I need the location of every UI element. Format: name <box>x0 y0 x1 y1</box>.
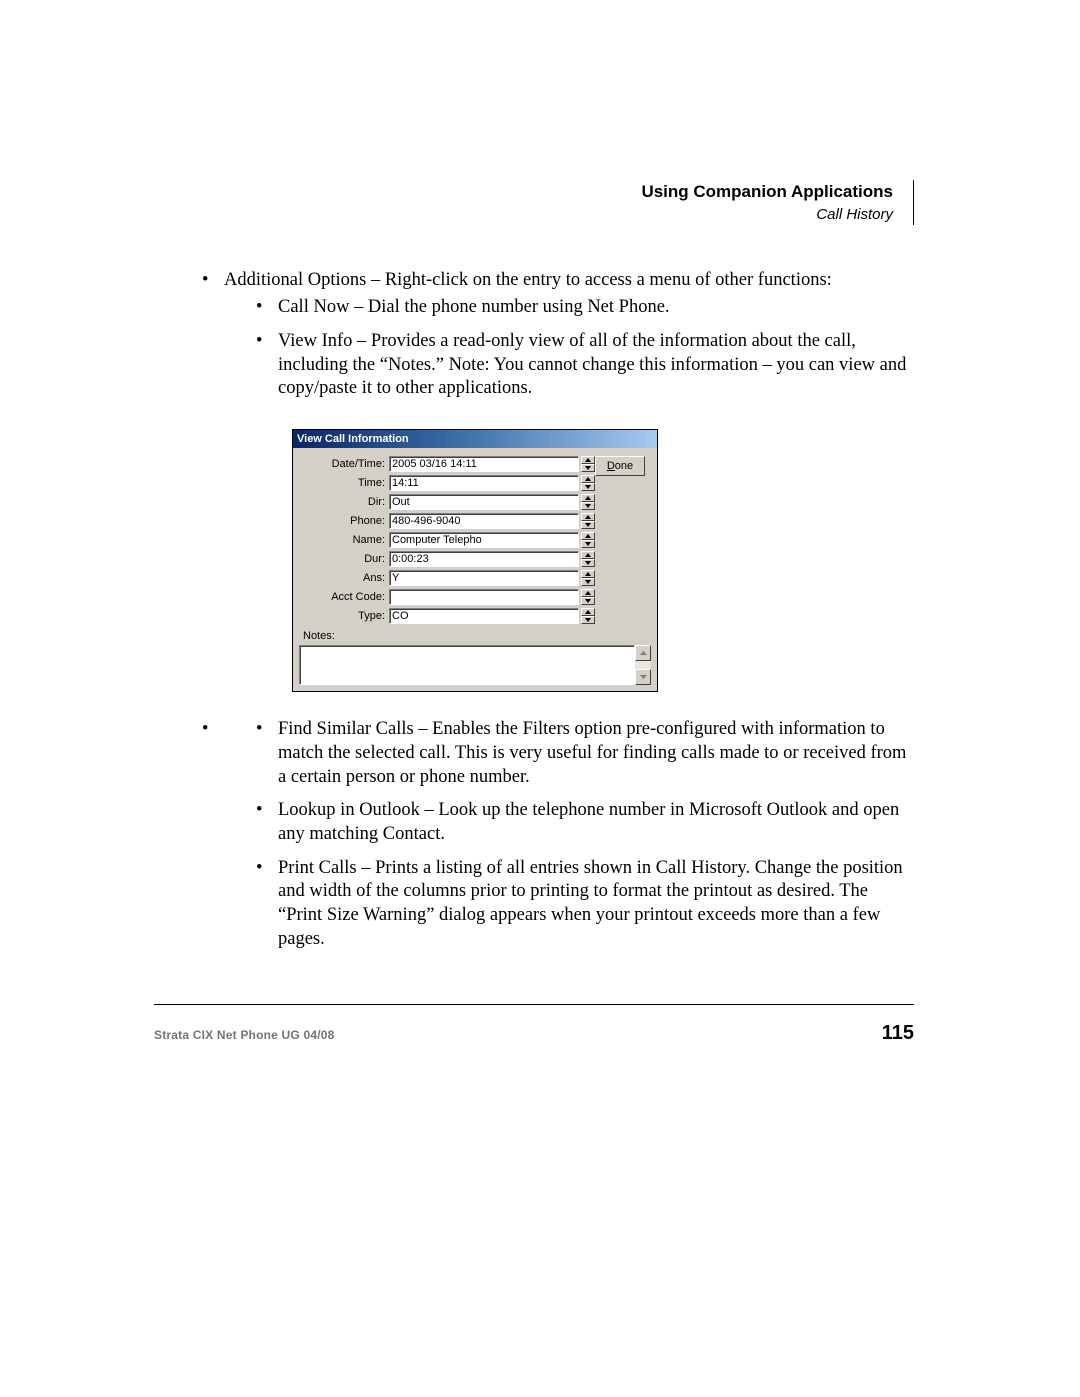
spinner[interactable] <box>581 589 595 605</box>
spinner-up-icon[interactable] <box>581 589 595 597</box>
scroll-down-icon[interactable] <box>635 669 651 685</box>
field-row-dir: Dir: Out <box>299 492 651 511</box>
datetime-field[interactable]: 2005 03/16 14:11 <box>389 456 579 472</box>
phone-field[interactable]: 480-496-9040 <box>389 513 579 529</box>
spinner[interactable] <box>581 456 595 472</box>
page-number: 115 <box>882 1022 914 1045</box>
spinner-up-icon[interactable] <box>581 608 595 616</box>
field-label: Ans: <box>299 571 389 585</box>
dur-field[interactable]: 0:00:23 <box>389 551 579 567</box>
field-row-name: Name: Computer Telepho <box>299 530 651 549</box>
bullet-text: Find Similar Calls – Enables the Filters… <box>278 719 906 786</box>
field-value: 0:00:23 <box>392 552 429 566</box>
list-item: Print Calls – Prints a listing of all en… <box>250 857 914 952</box>
dialog-titlebar: View Call Information <box>293 430 657 448</box>
field-label: Name: <box>299 533 389 547</box>
done-button[interactable]: Done <box>595 456 645 476</box>
spinner-down-icon[interactable] <box>581 464 595 472</box>
spinner-up-icon[interactable] <box>581 513 595 521</box>
ans-field[interactable]: Y <box>389 570 579 586</box>
time-field[interactable]: 14:11 <box>389 475 579 491</box>
list-item: View Info – Provides a read-only view of… <box>250 330 914 401</box>
field-row-type: Type: CO <box>299 606 651 625</box>
done-button-label: one <box>615 460 633 472</box>
bullet-text: Lookup in Outlook – Look up the telephon… <box>278 800 899 844</box>
field-label: Time: <box>299 476 389 490</box>
spinner-down-icon[interactable] <box>581 502 595 510</box>
list-item: Lookup in Outlook – Look up the telephon… <box>250 799 914 846</box>
field-value: CO <box>392 609 409 623</box>
dialog-screenshot: View Call Information Done Date/Time: 20… <box>292 429 914 692</box>
field-label: Date/Time: <box>299 457 389 471</box>
bullet-text: Additional Options – Right-click on the … <box>224 270 832 290</box>
field-row-acct: Acct Code: <box>299 587 651 606</box>
field-value: Y <box>392 571 399 585</box>
spinner[interactable] <box>581 570 595 586</box>
field-value: Out <box>392 495 410 509</box>
dialog-title: View Call Information <box>297 432 409 446</box>
spinner-up-icon[interactable] <box>581 494 595 502</box>
field-row-phone: Phone: 480-496-9040 <box>299 511 651 530</box>
field-value: 2005 03/16 14:11 <box>392 457 477 471</box>
spinner-down-icon[interactable] <box>581 597 595 605</box>
spinner[interactable] <box>581 532 595 548</box>
notes-scrollbar[interactable] <box>635 645 651 685</box>
field-label: Dur: <box>299 552 389 566</box>
spinner-down-icon[interactable] <box>581 483 595 491</box>
field-row-ans: Ans: Y <box>299 568 651 587</box>
notes-textarea[interactable] <box>299 645 635 685</box>
spinner-down-icon[interactable] <box>581 616 595 624</box>
spinner[interactable] <box>581 513 595 529</box>
spinner[interactable] <box>581 494 595 510</box>
name-field[interactable]: Computer Telepho <box>389 532 579 548</box>
bullet-text: Print Calls – Prints a listing of all en… <box>278 858 903 949</box>
spinner-down-icon[interactable] <box>581 521 595 529</box>
spinner-up-icon[interactable] <box>581 551 595 559</box>
spinner[interactable] <box>581 608 595 624</box>
field-value: 480-496-9040 <box>392 514 461 528</box>
spinner-down-icon[interactable] <box>581 559 595 567</box>
list-item: Additional Options – Right-click on the … <box>196 269 914 401</box>
dir-field[interactable]: Out <box>389 494 579 510</box>
list-item: Call Now – Dial the phone number using N… <box>250 296 914 320</box>
bullet-text: Call Now – Dial the phone number using N… <box>278 297 670 317</box>
spinner[interactable] <box>581 475 595 491</box>
spinner-down-icon[interactable] <box>581 578 595 586</box>
page-footer: Strata CIX Net Phone UG 04/08 115 <box>154 1022 914 1045</box>
field-label: Dir: <box>299 495 389 509</box>
view-call-info-dialog: View Call Information Done Date/Time: 20… <box>292 429 658 692</box>
acct-code-field[interactable] <box>389 589 579 605</box>
spinner-up-icon[interactable] <box>581 570 595 578</box>
done-button-accel: D <box>607 460 615 472</box>
scroll-up-icon[interactable] <box>635 645 651 661</box>
type-field[interactable]: CO <box>389 608 579 624</box>
spinner-up-icon[interactable] <box>581 532 595 540</box>
spinner-up-icon[interactable] <box>581 456 595 464</box>
header-subtitle: Call History <box>154 204 893 225</box>
footer-rule <box>154 1004 914 1005</box>
page-body: Additional Options – Right-click on the … <box>196 269 914 951</box>
footer-doc-title: Strata CIX Net Phone UG 04/08 <box>154 1028 335 1042</box>
spinner-down-icon[interactable] <box>581 540 595 548</box>
field-label: Type: <box>299 609 389 623</box>
field-label: Phone: <box>299 514 389 528</box>
field-label: Acct Code: <box>299 590 389 604</box>
page-header: Using Companion Applications Call Histor… <box>154 180 914 225</box>
list-item: Find Similar Calls – Enables the Filters… <box>250 718 914 789</box>
notes-label: Notes: <box>299 625 651 645</box>
field-value: 14:11 <box>392 476 419 490</box>
spinner[interactable] <box>581 551 595 567</box>
scroll-track[interactable] <box>635 661 651 669</box>
bullet-text: View Info – Provides a read-only view of… <box>278 331 906 398</box>
spinner-up-icon[interactable] <box>581 475 595 483</box>
header-title: Using Companion Applications <box>154 180 893 204</box>
field-row-dur: Dur: 0:00:23 <box>299 549 651 568</box>
field-value: Computer Telepho <box>392 533 482 547</box>
